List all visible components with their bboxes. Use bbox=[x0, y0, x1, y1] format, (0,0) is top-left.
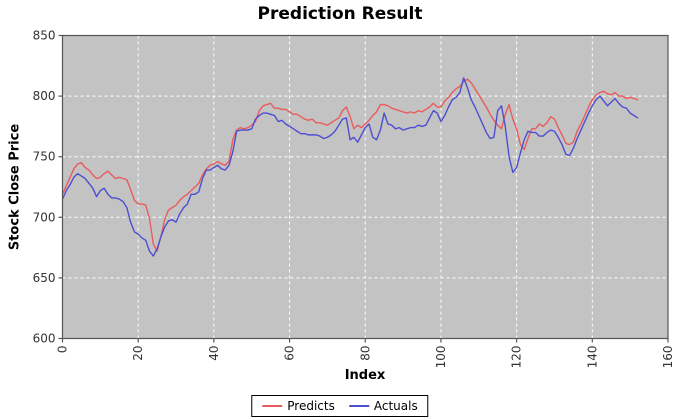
x-tick-label: 20 bbox=[131, 346, 145, 361]
predicts-line-swatch bbox=[262, 405, 283, 407]
x-tick-label: 40 bbox=[207, 346, 221, 361]
x-axis-title: Index bbox=[344, 368, 386, 383]
x-tick-label: 160 bbox=[661, 346, 675, 369]
x-tick-label: 140 bbox=[585, 346, 599, 369]
x-tick-label: 80 bbox=[358, 346, 372, 361]
x-tick-label: 0 bbox=[56, 346, 70, 354]
legend-item-predicts: Predicts bbox=[262, 399, 335, 413]
legend: Predicts Actuals bbox=[251, 395, 429, 417]
chart-title: Prediction Result bbox=[257, 4, 423, 24]
series-line-actuals bbox=[61, 77, 639, 257]
y-tick-label: 750 bbox=[33, 150, 56, 164]
y-axis-title: Stock Close Price bbox=[7, 123, 23, 251]
legend-item-actuals: Actuals bbox=[348, 399, 418, 413]
y-tick-label: 800 bbox=[33, 89, 56, 103]
x-tick-label: 100 bbox=[434, 346, 448, 369]
x-tick-label: 120 bbox=[510, 346, 524, 369]
y-tick-label: 700 bbox=[33, 210, 56, 224]
y-tick-label: 650 bbox=[33, 271, 56, 285]
legend-label-predicts: Predicts bbox=[287, 399, 335, 413]
legend-label-actuals: Actuals bbox=[373, 399, 418, 413]
actuals-line-swatch bbox=[348, 405, 369, 407]
x-tick-label: 60 bbox=[283, 346, 297, 361]
y-tick-label: 600 bbox=[33, 332, 56, 346]
y-tick-label: 850 bbox=[33, 29, 56, 43]
